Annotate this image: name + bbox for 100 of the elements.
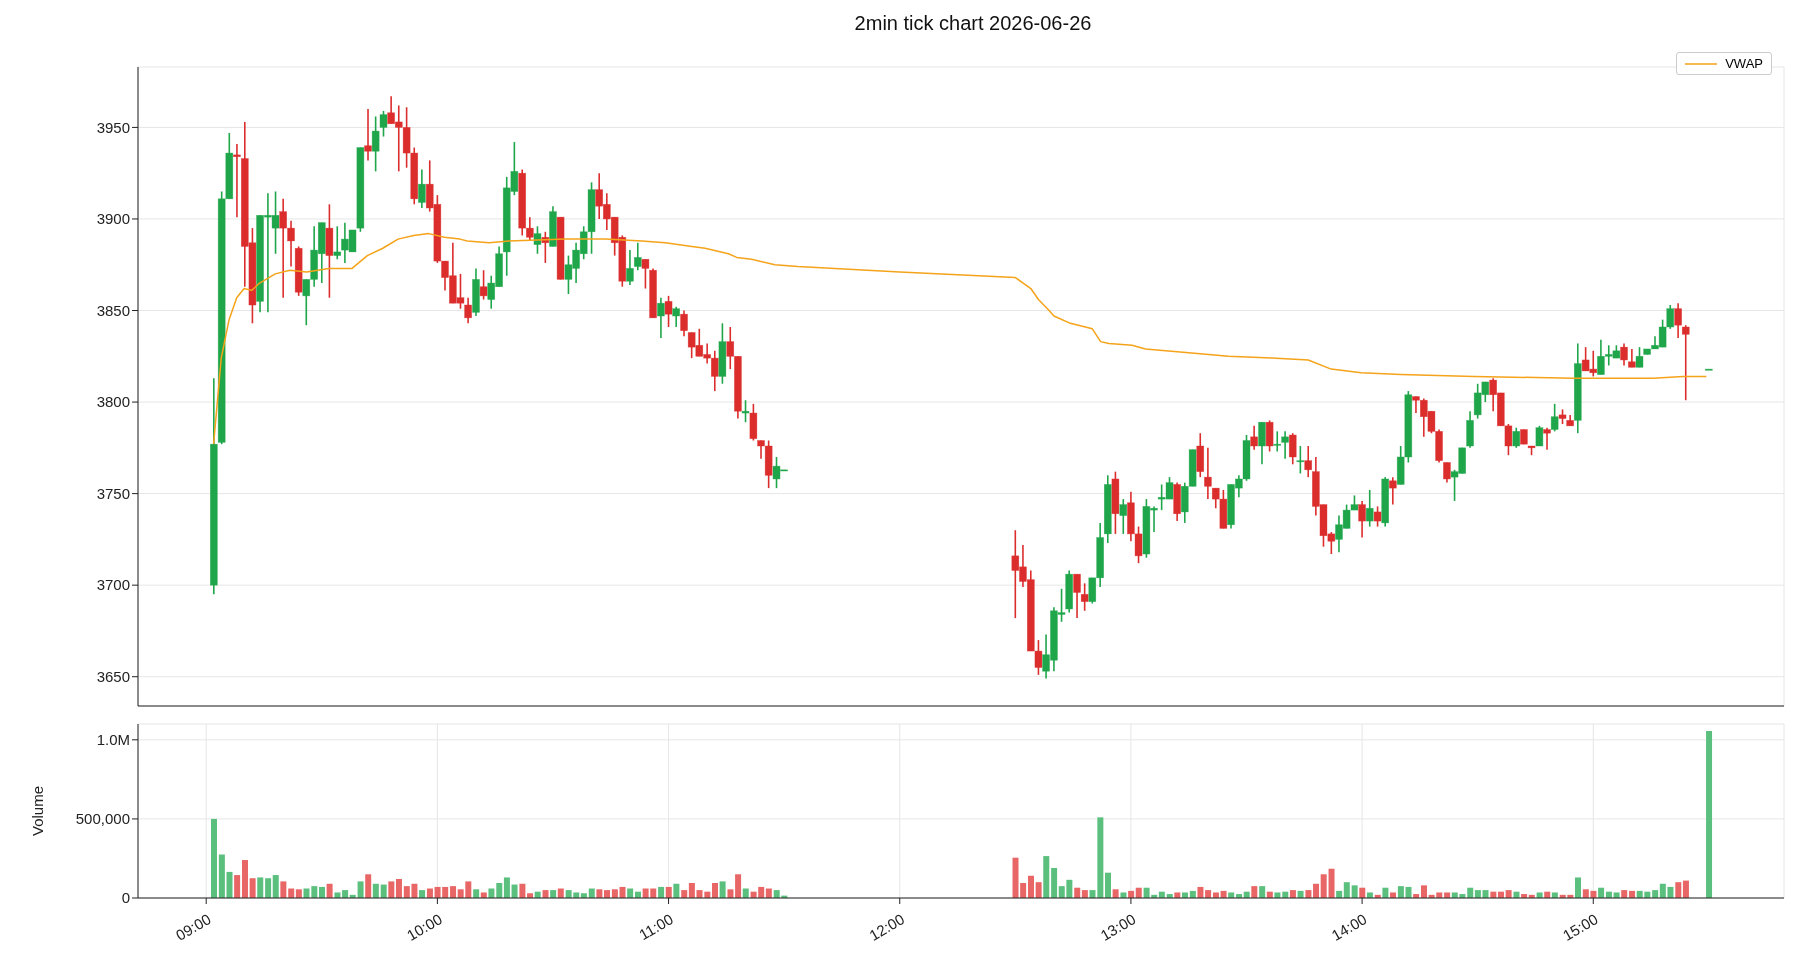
bar — [326, 883, 333, 898]
bar — [218, 854, 225, 898]
bar — [1035, 882, 1042, 898]
candlestick — [1373, 505, 1382, 528]
candlestick — [1389, 476, 1397, 506]
bar — [1197, 886, 1204, 898]
y-tick-label: 3900 — [96, 210, 130, 228]
bar — [735, 874, 742, 898]
bar — [1421, 885, 1428, 898]
candlestick — [1281, 430, 1289, 460]
candlestick — [1681, 324, 1690, 402]
bar — [1682, 880, 1689, 898]
candlestick — [1204, 447, 1212, 500]
candlestick — [1358, 500, 1366, 539]
candlestick — [1296, 445, 1305, 475]
candlestick — [741, 399, 750, 423]
bar — [719, 881, 726, 898]
bar — [1320, 874, 1327, 898]
candlestick — [1620, 342, 1628, 367]
bar — [1212, 892, 1219, 898]
bar — [596, 889, 603, 898]
candlestick — [371, 115, 380, 173]
candlestick — [657, 296, 665, 339]
y-tick-label: 0 — [121, 889, 130, 907]
y-tick-label: 3800 — [96, 393, 130, 411]
bar — [1343, 882, 1350, 898]
y-tick-label: 500,000 — [75, 810, 130, 828]
bar — [226, 871, 233, 898]
bar — [1574, 877, 1581, 898]
bar — [295, 889, 302, 898]
bar — [1351, 885, 1358, 898]
candlestick — [1543, 426, 1551, 451]
bar — [658, 886, 665, 898]
y-axis-title: Volume — [29, 785, 47, 837]
bar — [249, 878, 256, 898]
bar — [1366, 892, 1373, 898]
bar — [1274, 892, 1281, 898]
y-tick-label: 3950 — [96, 118, 130, 136]
y-tick-label: 3700 — [96, 576, 130, 594]
bar — [1444, 892, 1451, 898]
bar — [272, 875, 279, 898]
bar — [1536, 892, 1543, 898]
bar — [1174, 892, 1181, 898]
bar — [1228, 892, 1235, 898]
bar — [1613, 892, 1620, 898]
candlestick — [1550, 403, 1559, 433]
bar — [1112, 889, 1119, 898]
bar — [388, 881, 395, 898]
bar — [480, 892, 487, 898]
bar — [311, 886, 318, 898]
bar — [357, 881, 364, 898]
bar — [1390, 892, 1397, 898]
candlestick — [1365, 489, 1374, 528]
candlestick — [1080, 582, 1089, 612]
candlestick — [1674, 302, 1682, 339]
y-tick-label: 3750 — [96, 484, 130, 502]
candlestick — [233, 143, 241, 218]
bar — [1051, 867, 1058, 898]
candlestick — [479, 269, 488, 301]
legend-label: VWAP — [1725, 56, 1763, 71]
bar — [318, 886, 325, 898]
candlestick — [1512, 426, 1521, 449]
candlestick — [672, 306, 680, 328]
bar — [395, 879, 402, 898]
candlestick — [1265, 419, 1274, 453]
chart-title: 2min tick chart 2026-06-26 — [853, 11, 1093, 36]
bar — [450, 886, 457, 898]
y-tick-label: 3850 — [96, 301, 130, 319]
bar — [1313, 883, 1320, 898]
candlestick — [634, 241, 642, 272]
bar — [280, 881, 287, 898]
candlestick — [364, 108, 372, 162]
bar — [1551, 892, 1558, 898]
candlestick — [1119, 498, 1128, 535]
candlestick — [1250, 425, 1258, 451]
bar — [265, 878, 272, 898]
candlestick — [379, 110, 388, 138]
bar — [473, 889, 480, 898]
bar — [241, 860, 248, 898]
bar — [1706, 731, 1713, 898]
candlestick — [1273, 430, 1282, 453]
candlestick — [333, 225, 342, 261]
bar — [1259, 886, 1266, 898]
bar — [365, 874, 372, 898]
bar — [1675, 882, 1682, 898]
candlestick — [1535, 425, 1544, 447]
line-series — [212, 232, 1708, 445]
candlestick — [418, 168, 426, 209]
bar — [257, 877, 264, 898]
x-tick-label: 09:00 — [172, 910, 214, 944]
bar — [372, 883, 379, 898]
bar — [711, 882, 718, 898]
bar — [1405, 886, 1412, 898]
bar — [665, 886, 672, 898]
bar — [1181, 892, 1188, 898]
bar — [496, 882, 503, 898]
candlestick — [1258, 421, 1266, 466]
candlestick — [1628, 348, 1636, 369]
bar — [1043, 856, 1050, 898]
candlestick — [680, 309, 688, 337]
